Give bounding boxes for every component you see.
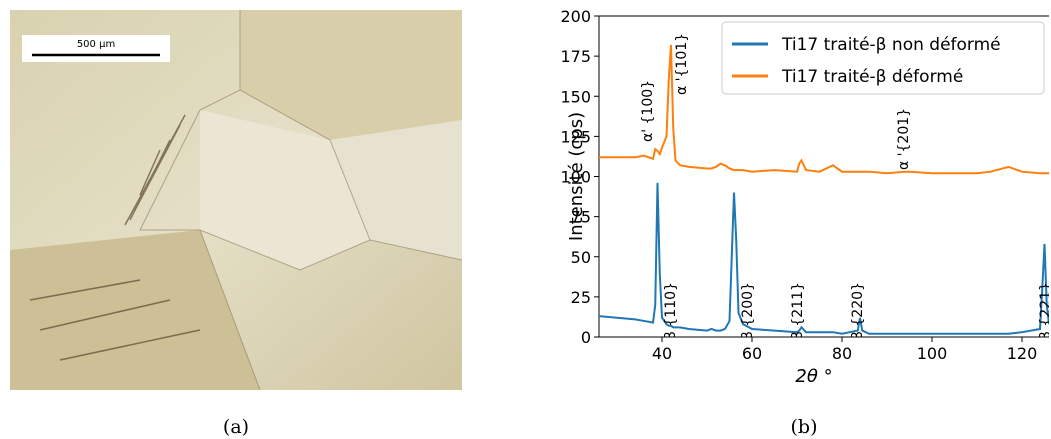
plot-area: α' {100} α '{101} α '{201} β {110} β {200} β … (599, 33, 1051, 340)
y-tick-label: 150 (560, 87, 591, 106)
legend: Ti17 traité-β non déformé Ti17 traité-β d… (721, 21, 1045, 95)
peak-annotation: α '{201} (896, 108, 912, 170)
x-tick-label: 40 (652, 344, 672, 363)
scale-bar-label: 500 µm (77, 39, 115, 50)
legend-label: Ti17 traité-β non déformé (781, 35, 1001, 55)
peak-annotation: β {220} (850, 282, 866, 340)
y-tick-label: 50 (571, 248, 591, 267)
x-tick-label: 60 (742, 344, 762, 363)
y-tick-label: 125 (560, 127, 591, 146)
series-line (599, 182, 1049, 335)
y-axis-label: Intensité (cps) (566, 112, 587, 241)
x-tick-label: 120 (1007, 344, 1038, 363)
peak-annotation: α' {100} (640, 80, 656, 142)
y-tick-label: 0 (581, 328, 591, 347)
x-tick-label: 100 (917, 344, 948, 363)
x-axis-label: 2θ ° (795, 366, 832, 387)
micrograph: 500 µm (10, 10, 462, 390)
x-tick-label: 80 (832, 344, 852, 363)
caption-b: (b) (791, 416, 818, 438)
y-tick-label: 175 (560, 47, 591, 66)
y-tick-label: 75 (571, 208, 591, 227)
y-tick-label: 200 (560, 7, 591, 26)
caption-a: (a) (223, 416, 249, 438)
peak-annotation: β {110} (663, 282, 679, 340)
series-line (599, 44, 1049, 175)
legend-frame (721, 21, 1045, 95)
y-tick-label: 100 (560, 168, 591, 187)
legend-label: Ti17 traité-β déformé (781, 67, 963, 87)
peak-annotation: α '{101} (674, 33, 690, 95)
peak-annotation: β {211} (790, 282, 806, 340)
y-tick-label: 25 (571, 288, 591, 307)
peak-annotation: β {221} (1038, 282, 1051, 340)
peak-annotation: β {200} (740, 282, 756, 340)
